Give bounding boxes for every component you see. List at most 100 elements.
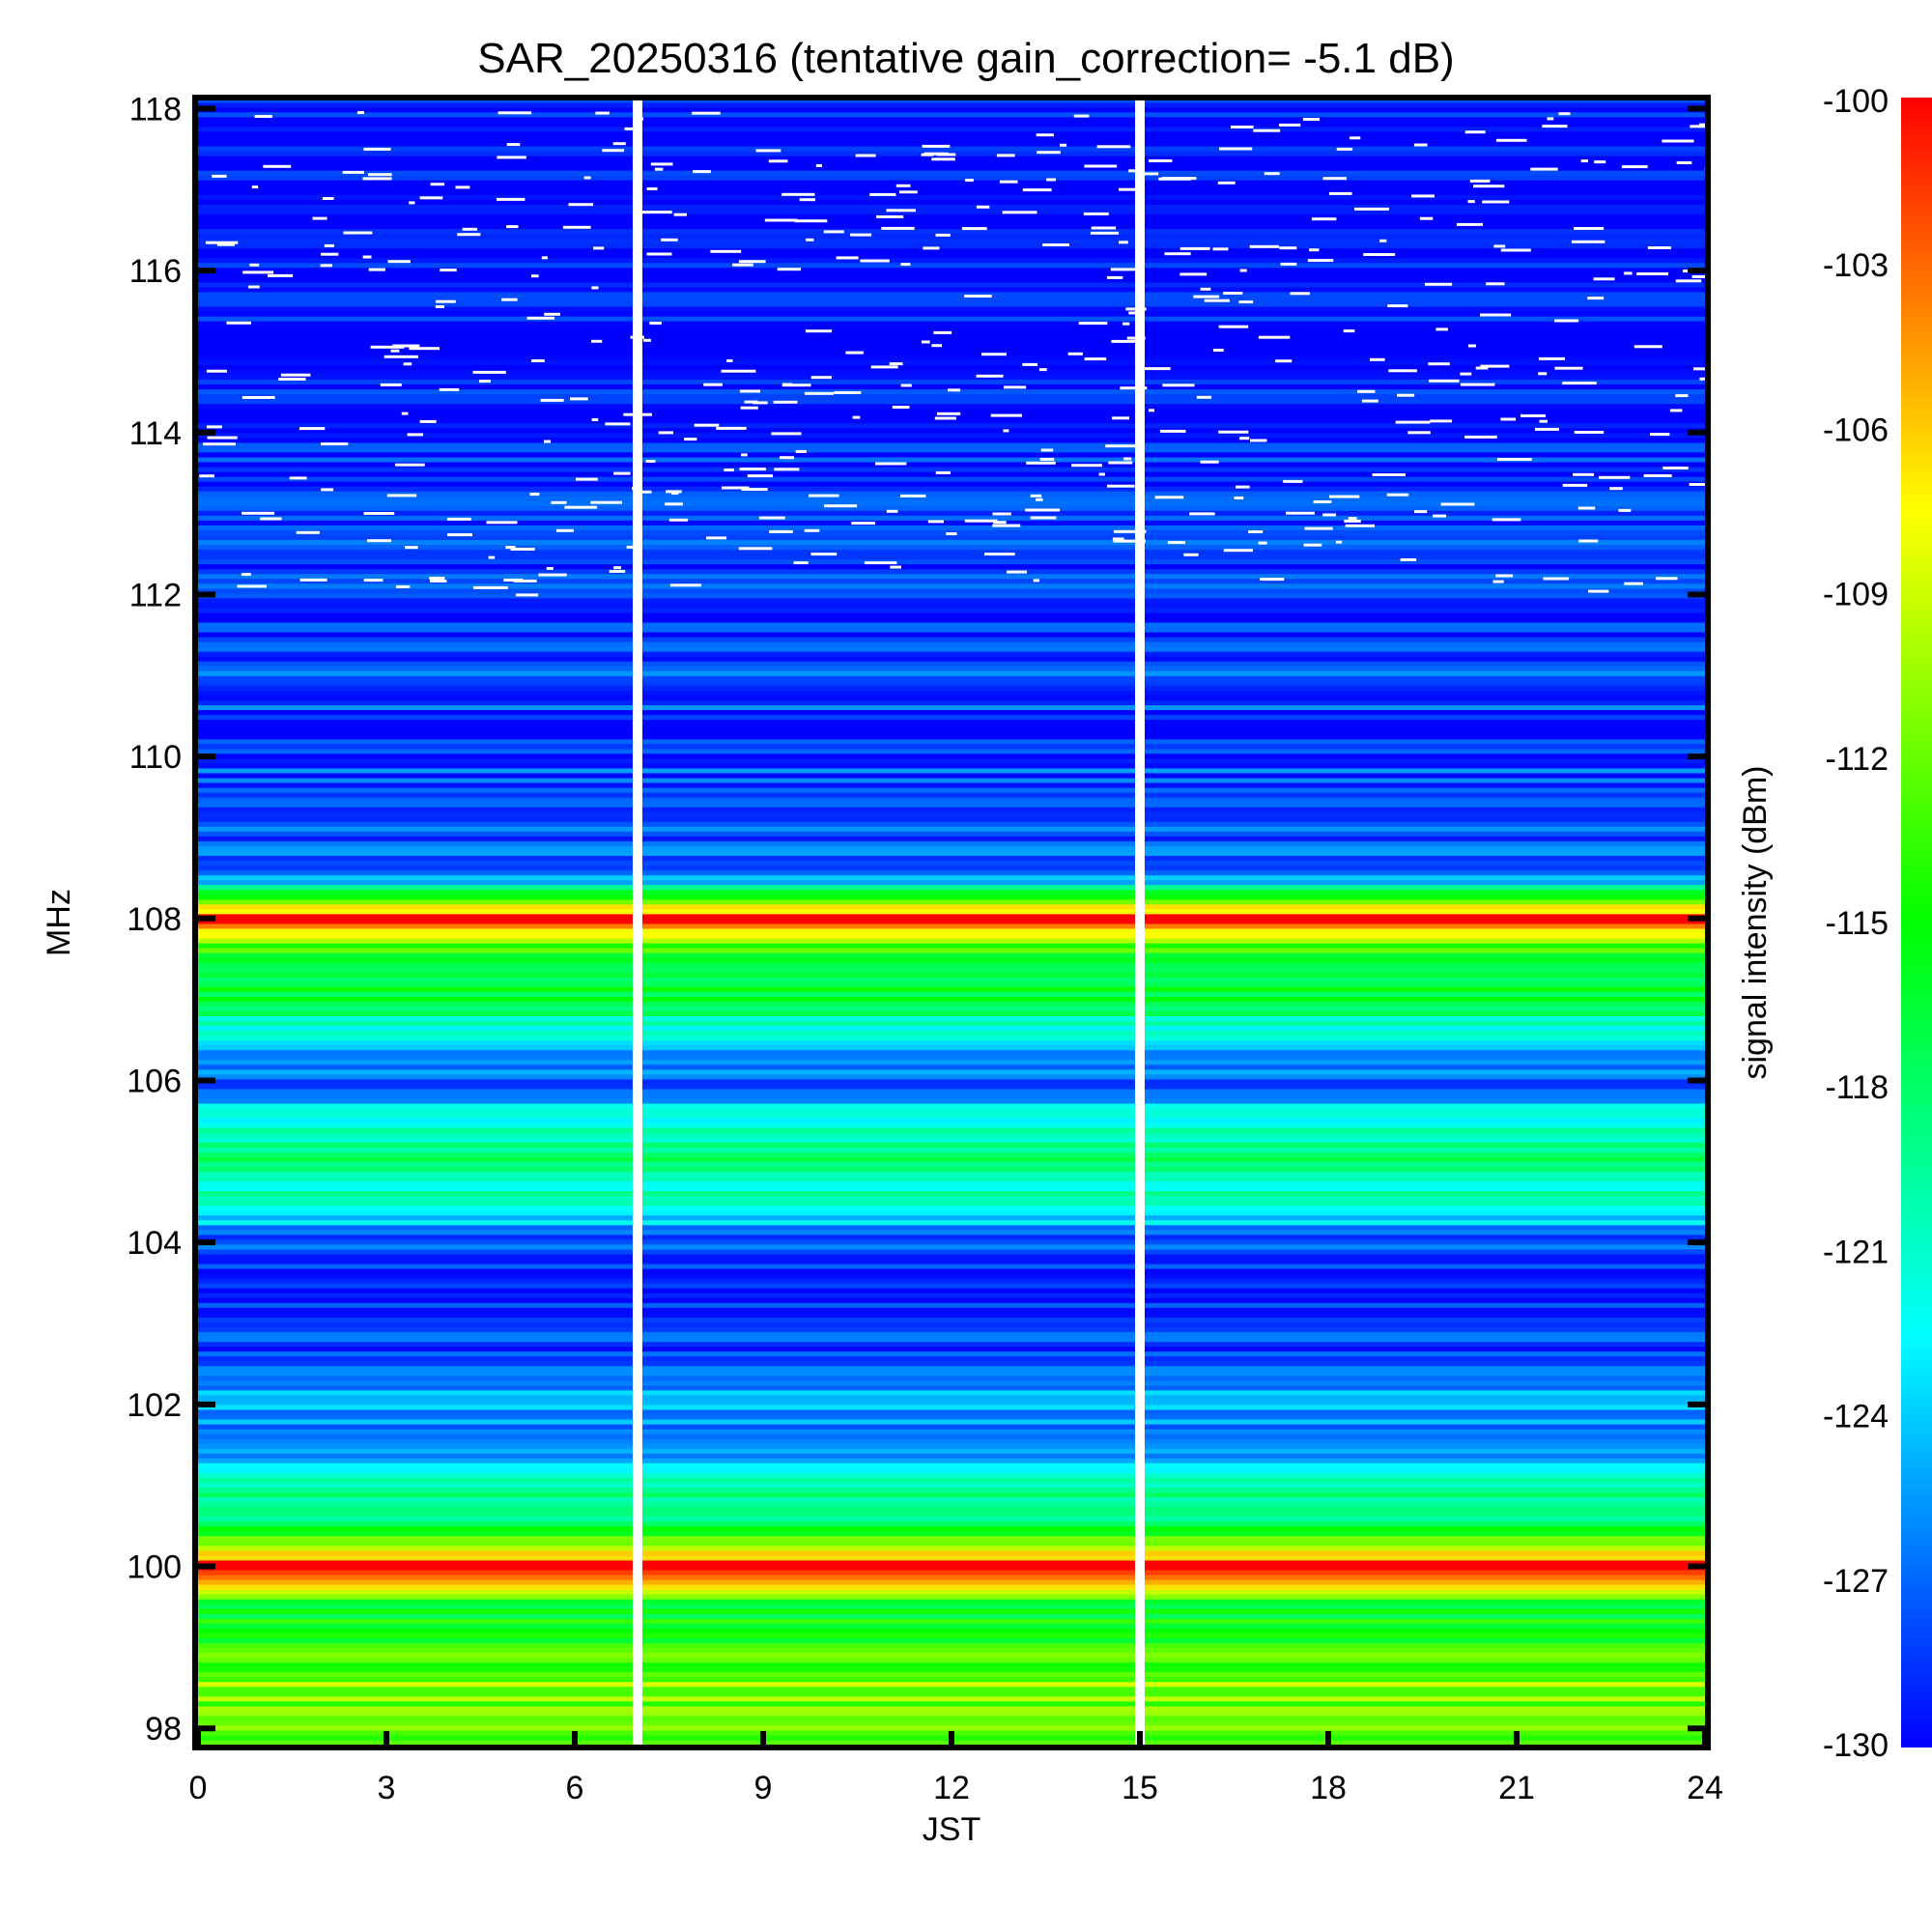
noise-speckle	[1223, 549, 1253, 553]
noise-speckle	[299, 578, 327, 582]
heatmap-band	[198, 1118, 1705, 1123]
heatmap-band	[198, 456, 1705, 463]
noise-speckle	[1397, 393, 1415, 397]
noise-speckle	[1618, 508, 1632, 512]
noise-speckle	[755, 149, 781, 153]
heatmap-band	[198, 1147, 1705, 1152]
heatmap-band	[198, 927, 1705, 934]
noise-speckle	[976, 374, 1004, 378]
heatmap-band	[198, 223, 1705, 230]
heatmap-band	[198, 267, 1705, 273]
heatmap-band	[198, 1030, 1705, 1037]
noise-speckle	[1200, 460, 1219, 464]
noise-speckle	[927, 520, 944, 524]
noise-speckle	[473, 585, 508, 589]
heatmap-band	[198, 840, 1705, 846]
noise-speckle	[753, 401, 768, 405]
noise-speckle	[387, 260, 411, 264]
noise-speckle	[1530, 167, 1558, 171]
noise-speckle	[810, 376, 832, 380]
heatmap-band	[198, 340, 1705, 346]
colorbar-tick-label: -118	[1825, 1069, 1889, 1106]
heatmap-band	[198, 602, 1705, 609]
noise-speckle	[1624, 582, 1643, 585]
noise-speckle	[1039, 457, 1055, 461]
heatmap-band	[198, 942, 1705, 949]
noise-speckle	[1578, 539, 1599, 543]
heatmap-band	[198, 1599, 1705, 1605]
noise-speckle	[643, 338, 651, 342]
heatmap-band	[198, 1258, 1705, 1264]
noise-speckle	[268, 273, 294, 277]
noise-speckle	[1407, 431, 1431, 435]
heatmap-band	[198, 1044, 1705, 1051]
noise-speckle	[298, 427, 326, 431]
heatmap-band	[198, 1589, 1705, 1595]
noise-speckle	[324, 243, 334, 247]
heatmap-band	[198, 1578, 1705, 1585]
noise-speckle	[654, 167, 664, 171]
noise-speckle	[1370, 357, 1385, 361]
x-tick-label: 9	[754, 1770, 773, 1806]
noise-speckle	[1350, 136, 1361, 140]
noise-speckle	[576, 477, 598, 481]
noise-speckle	[296, 530, 320, 534]
noise-speckle	[1036, 497, 1043, 501]
heatmap-band	[198, 1379, 1705, 1386]
noise-speckle	[242, 396, 275, 399]
heatmap-band	[198, 621, 1705, 628]
noise-speckle	[1354, 207, 1389, 211]
heatmap-band	[198, 1695, 1705, 1702]
heatmap-band	[198, 417, 1705, 424]
noise-speckle	[1496, 458, 1532, 461]
heatmap-band	[198, 1122, 1705, 1128]
heatmap-band	[198, 913, 1705, 920]
noise-speckle	[1456, 222, 1483, 226]
noise-speckle	[1428, 362, 1450, 366]
heatmap-band	[198, 680, 1705, 686]
noise-speckle	[613, 471, 631, 475]
heatmap-band	[198, 1195, 1705, 1202]
noise-speckle	[1253, 128, 1281, 132]
heatmap-band	[198, 1209, 1705, 1216]
heatmap-band	[198, 199, 1705, 205]
y-tick-label: 102	[127, 1387, 182, 1424]
heatmap-band	[198, 607, 1705, 613]
heatmap-band	[198, 496, 1705, 501]
noise-speckle	[732, 263, 753, 267]
noise-speckle	[1040, 448, 1054, 452]
heatmap-band	[198, 1671, 1705, 1678]
heatmap-band	[198, 1559, 1705, 1566]
noise-speckle	[810, 553, 838, 556]
noise-speckle	[773, 400, 798, 404]
noise-speckle	[1313, 500, 1332, 503]
noise-speckle	[875, 462, 907, 466]
heatmap-band	[198, 554, 1705, 560]
heatmap-band	[198, 1088, 1705, 1094]
noise-speckle	[260, 517, 282, 521]
heatmap-band	[198, 1243, 1705, 1250]
noise-speckle	[990, 413, 1022, 417]
noise-speckle	[900, 384, 912, 387]
noise-speckle	[1433, 514, 1447, 518]
noise-speckle	[722, 486, 750, 490]
heatmap-band	[198, 1288, 1705, 1293]
y-tick-label: 118	[129, 91, 182, 128]
heatmap-band	[198, 1676, 1705, 1683]
noise-speckle	[510, 548, 535, 551]
noise-speckle	[405, 546, 418, 550]
heatmap-band	[198, 1108, 1705, 1114]
noise-speckle	[1002, 211, 1037, 214]
heatmap-band	[198, 753, 1705, 759]
heatmap-band	[198, 855, 1705, 862]
heatmap-band	[198, 1370, 1705, 1377]
noise-speckle	[1107, 275, 1123, 279]
heatmap-band	[198, 1583, 1705, 1590]
noise-speckle	[1279, 246, 1297, 250]
heatmap-band	[198, 316, 1705, 322]
heatmap-band	[198, 408, 1705, 414]
x-tick-label: 21	[1498, 1770, 1535, 1806]
noise-speckle	[1486, 282, 1505, 286]
noise-speckle	[804, 528, 820, 532]
heatmap-band	[198, 1506, 1705, 1513]
